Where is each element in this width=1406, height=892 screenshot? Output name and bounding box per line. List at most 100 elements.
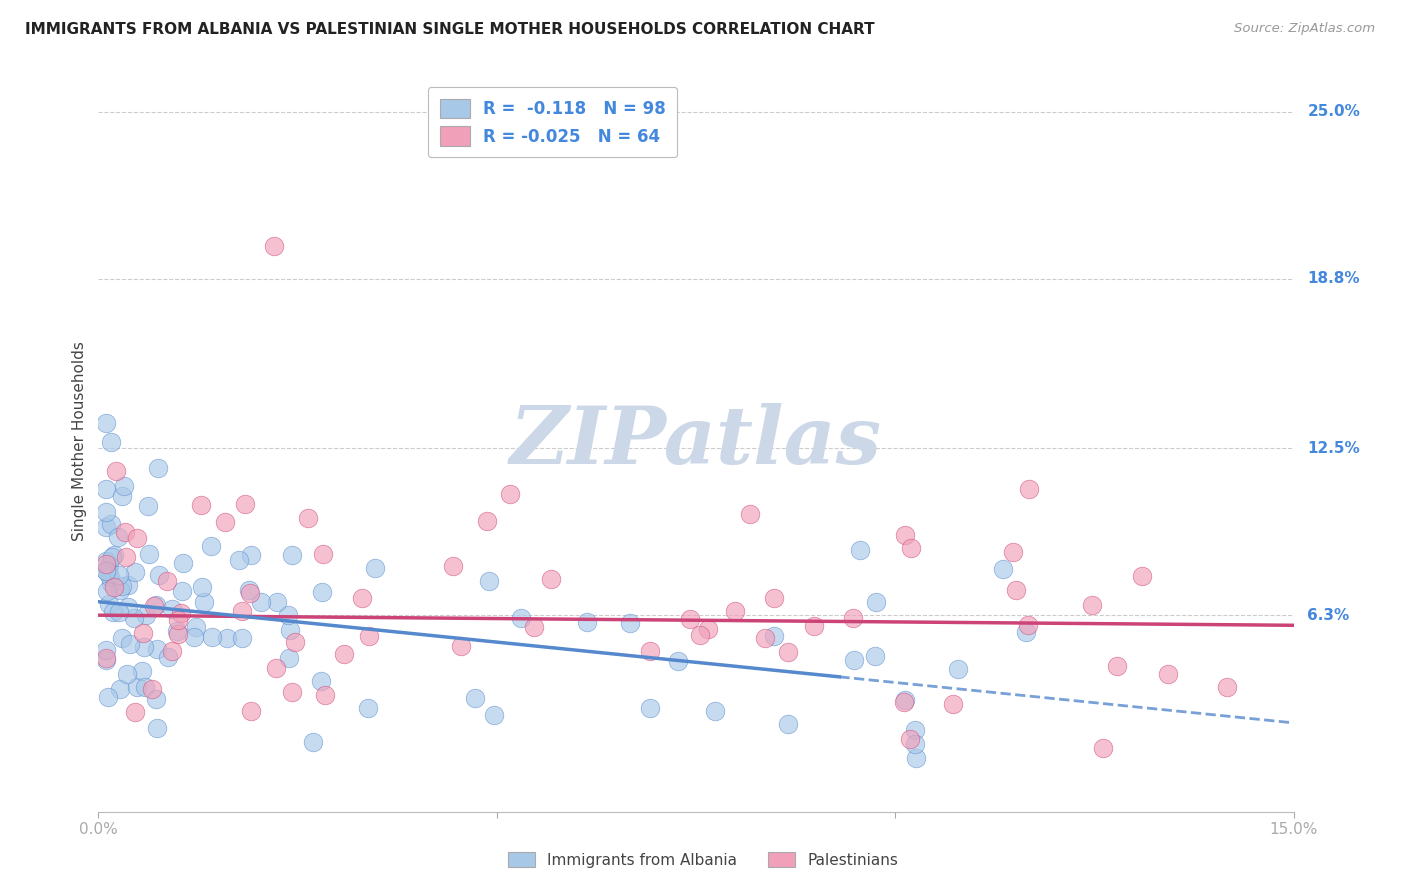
Point	[132, 626, 155, 640]
Point	[124, 565, 146, 579]
Point	[166, 624, 188, 638]
Point	[228, 553, 250, 567]
Point	[281, 685, 304, 699]
Point	[894, 692, 917, 706]
Point	[281, 548, 304, 562]
Point	[141, 681, 163, 696]
Point	[309, 673, 332, 688]
Point	[478, 574, 501, 588]
Point	[250, 595, 273, 609]
Point	[312, 547, 335, 561]
Point	[697, 622, 720, 636]
Point	[240, 548, 263, 562]
Point	[115, 666, 138, 681]
Point	[359, 629, 381, 643]
Point	[96, 564, 118, 578]
Point	[193, 595, 215, 609]
Point	[215, 631, 238, 645]
Point	[297, 510, 319, 524]
Point	[703, 704, 725, 718]
Point	[110, 582, 132, 597]
Point	[776, 717, 799, 731]
Point	[96, 554, 118, 568]
Point	[763, 591, 786, 605]
Point	[145, 721, 167, 735]
Point	[110, 631, 132, 645]
Point	[111, 489, 134, 503]
Point	[96, 651, 118, 665]
Point	[863, 649, 886, 664]
Point	[112, 479, 135, 493]
Point	[134, 640, 156, 654]
Point	[238, 582, 260, 597]
Point	[898, 731, 921, 746]
Point	[499, 487, 522, 501]
Point	[186, 620, 208, 634]
Point	[146, 642, 169, 657]
Point	[1080, 599, 1102, 613]
Point	[96, 505, 118, 519]
Point	[127, 681, 149, 695]
Point	[115, 549, 138, 564]
Legend: Immigrants from Albania, Palestinians: Immigrants from Albania, Palestinians	[501, 844, 905, 875]
Point	[754, 631, 776, 645]
Point	[900, 541, 922, 555]
Point	[98, 597, 121, 611]
Point	[522, 620, 544, 634]
Point	[190, 580, 212, 594]
Point	[849, 543, 872, 558]
Point	[124, 705, 146, 719]
Point	[100, 434, 122, 449]
Point	[484, 707, 506, 722]
Point	[464, 690, 486, 705]
Point	[450, 639, 472, 653]
Point	[1216, 680, 1239, 694]
Text: 18.8%: 18.8%	[1308, 271, 1360, 286]
Point	[993, 562, 1015, 576]
Point	[98, 570, 121, 584]
Point	[96, 557, 118, 571]
Point	[110, 681, 132, 696]
Point	[266, 595, 288, 609]
Point	[172, 584, 194, 599]
Point	[172, 556, 194, 570]
Point	[114, 525, 136, 540]
Point	[239, 585, 262, 599]
Point	[575, 615, 598, 630]
Point	[352, 591, 374, 606]
Point	[666, 654, 689, 668]
Point	[103, 548, 125, 562]
Point	[138, 547, 160, 561]
Text: 12.5%: 12.5%	[1308, 441, 1360, 456]
Point	[284, 635, 307, 649]
Text: Source: ZipAtlas.com: Source: ZipAtlas.com	[1234, 22, 1375, 36]
Point	[1091, 740, 1114, 755]
Point	[540, 573, 562, 587]
Text: IMMIGRANTS FROM ALBANIA VS PALESTINIAN SINGLE MOTHER HOUSEHOLDS CORRELATION CHAR: IMMIGRANTS FROM ALBANIA VS PALESTINIAN S…	[25, 22, 875, 37]
Point	[638, 700, 661, 714]
Point	[100, 575, 122, 590]
Point	[904, 737, 927, 751]
Point	[942, 697, 965, 711]
Point	[96, 416, 118, 430]
Point	[98, 558, 121, 572]
Point	[156, 574, 179, 588]
Point	[1018, 482, 1040, 496]
Point	[183, 630, 205, 644]
Point	[1130, 569, 1153, 583]
Point	[96, 643, 118, 657]
Point	[160, 643, 183, 657]
Point	[231, 632, 253, 646]
Point	[1105, 659, 1128, 673]
Point	[96, 482, 118, 496]
Point	[145, 691, 167, 706]
Point	[363, 560, 385, 574]
Point	[97, 690, 120, 704]
Point	[107, 530, 129, 544]
Text: 25.0%: 25.0%	[1308, 104, 1360, 120]
Point	[107, 605, 129, 619]
Point	[156, 650, 179, 665]
Point	[170, 606, 193, 620]
Point	[893, 695, 915, 709]
Point	[724, 604, 747, 618]
